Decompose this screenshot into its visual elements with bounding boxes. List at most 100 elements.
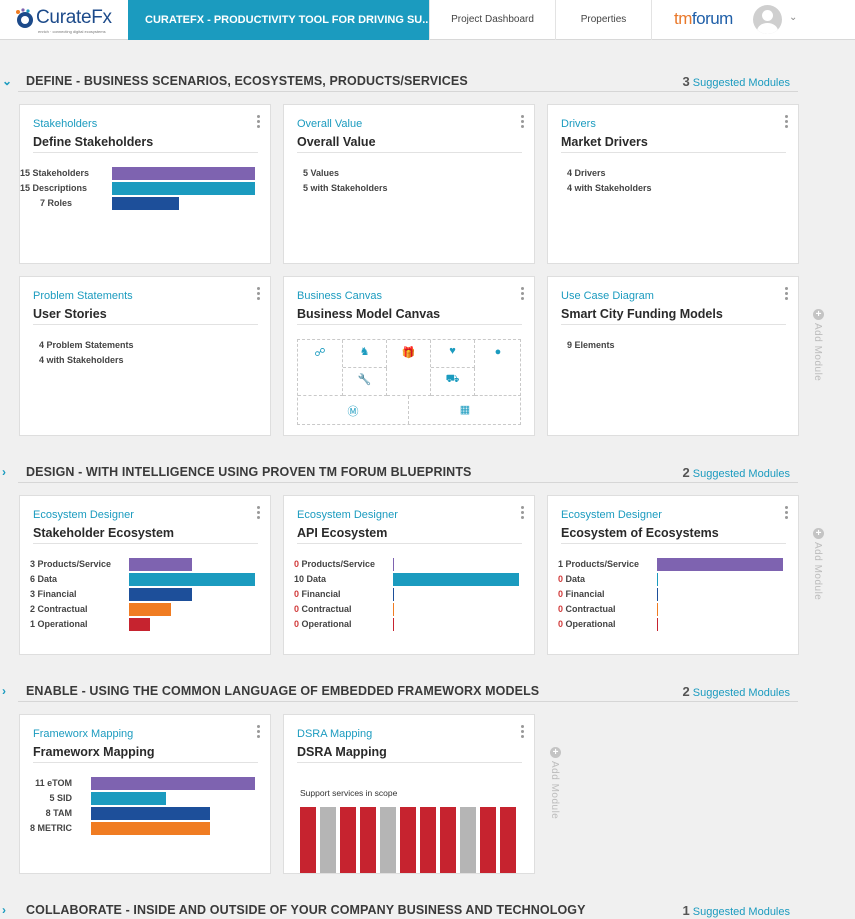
card-category-link[interactable]: Drivers: [561, 118, 596, 130]
card-category-link[interactable]: Ecosystem Designer: [561, 509, 662, 521]
card-category-link[interactable]: Ecosystem Designer: [297, 509, 398, 521]
business-model-canvas-grid: ☍ ♞ 🔧 🎁 ♥ ⛟ ● Ⓜ ▦: [297, 339, 521, 425]
more-options-icon[interactable]: [521, 725, 525, 739]
cost-structure-cell[interactable]: Ⓜ: [298, 396, 409, 424]
card-stat: 4 with Stakeholders: [567, 183, 652, 193]
section-title: COLLABORATE - INSIDE AND OUTSIDE OF YOUR…: [26, 903, 586, 917]
section-enable-header[interactable]: › ENABLE - USING THE COMMON LANGUAGE OF …: [0, 682, 800, 702]
chevron-right-icon[interactable]: ›: [2, 465, 6, 479]
card-api-ecosystem[interactable]: Ecosystem Designer API Ecosystem 0 Produ…: [283, 495, 535, 655]
dsra-column[interactable]: [380, 807, 396, 873]
card-title: User Stories: [33, 307, 107, 321]
more-options-icon[interactable]: [521, 506, 525, 520]
nav-project-dashboard[interactable]: Project Dashboard: [429, 0, 555, 40]
plus-icon: +: [550, 747, 561, 758]
add-module-button[interactable]: + Add Module: [811, 528, 827, 618]
customer-relationships-cell[interactable]: ♥: [431, 340, 475, 368]
card-dsra-mapping[interactable]: DSRA Mapping DSRA Mapping Support servic…: [283, 714, 535, 874]
nav-properties[interactable]: Properties: [555, 0, 651, 40]
bar-label: 6 Data: [30, 574, 58, 584]
card-stat: 5 Values: [303, 168, 340, 178]
card-category-link[interactable]: Overall Value: [297, 118, 363, 130]
card-category-link[interactable]: Use Case Diagram: [561, 290, 654, 302]
card-title: Smart City Funding Models: [561, 307, 723, 321]
card-category-link[interactable]: Business Canvas: [297, 290, 382, 302]
more-options-icon[interactable]: [521, 115, 525, 129]
section-divider: [18, 482, 798, 483]
card-use-case-diagram[interactable]: Use Case Diagram Smart City Funding Mode…: [547, 276, 799, 436]
card-ecosystem-of-ecosystems[interactable]: Ecosystem Designer Ecosystem of Ecosyste…: [547, 495, 799, 655]
revenue-streams-cell[interactable]: ▦: [409, 396, 521, 424]
more-options-icon[interactable]: [785, 115, 789, 129]
curatefx-logo[interactable]: CurateFx enrich · connecting digital eco…: [14, 3, 126, 37]
card-frameworx-mapping[interactable]: Frameworx Mapping Frameworx Mapping 11 e…: [19, 714, 271, 874]
key-activities-cell[interactable]: ♞: [343, 340, 387, 368]
card-stat: 4 Drivers: [567, 168, 606, 178]
bar-label: 10 Data: [294, 574, 327, 584]
dsra-column[interactable]: [340, 807, 356, 873]
card-category-link[interactable]: DSRA Mapping: [297, 728, 373, 740]
bar: [129, 618, 150, 631]
user-icon: ●: [494, 346, 502, 358]
bar-label: 3 Products/Service: [30, 559, 112, 569]
brand-area: tmforum ⌄: [651, 0, 855, 40]
key-partners-cell[interactable]: ☍: [298, 340, 343, 396]
section-collaborate-header[interactable]: › COLLABORATE - INSIDE AND OUTSIDE OF YO…: [0, 901, 800, 919]
card-drivers[interactable]: Drivers Market Drivers 4 Drivers 4 with …: [547, 104, 799, 264]
dsra-column[interactable]: [420, 807, 436, 873]
card-category-link[interactable]: Ecosystem Designer: [33, 509, 134, 521]
user-avatar[interactable]: [753, 5, 782, 34]
section-define-header[interactable]: ⌄ DEFINE - BUSINESS SCENARIOS, ECOSYSTEM…: [0, 72, 800, 92]
more-options-icon[interactable]: [257, 506, 261, 520]
more-options-icon[interactable]: [521, 287, 525, 301]
channels-cell[interactable]: ⛟: [431, 368, 475, 396]
section-divider: [18, 701, 798, 702]
more-options-icon[interactable]: [785, 287, 789, 301]
value-proposition-cell[interactable]: 🎁: [387, 340, 431, 396]
card-category-link[interactable]: Stakeholders: [33, 118, 98, 130]
suggested-modules-link[interactable]: 2 Suggested Modules: [682, 684, 790, 699]
card-overall-value[interactable]: Overall Value Overall Value 5 Values 5 w…: [283, 104, 535, 264]
add-module-button[interactable]: + Add Module: [548, 747, 564, 837]
suggested-modules-link[interactable]: 3 Suggested Modules: [682, 74, 790, 89]
more-options-icon[interactable]: [785, 506, 789, 520]
customer-segments-cell[interactable]: ●: [475, 340, 521, 396]
tmforum-logo[interactable]: tmforum: [674, 9, 733, 28]
plus-icon: +: [813, 309, 824, 320]
card-problem-statements[interactable]: Problem Statements User Stories 4 Proble…: [19, 276, 271, 436]
bar-label: 1 Products/Service: [558, 559, 640, 569]
suggested-modules-link[interactable]: 1 Suggested Modules: [682, 903, 790, 918]
more-options-icon[interactable]: [257, 115, 261, 129]
dsra-column[interactable]: [500, 807, 516, 873]
key-resources-cell[interactable]: 🔧: [343, 368, 387, 396]
dsra-column[interactable]: [300, 807, 316, 873]
dsra-column[interactable]: [400, 807, 416, 873]
card-stakeholder-ecosystem[interactable]: Ecosystem Designer Stakeholder Ecosystem…: [19, 495, 271, 655]
card-category-link[interactable]: Problem Statements: [33, 290, 133, 302]
dsra-column[interactable]: [360, 807, 376, 873]
more-options-icon[interactable]: [257, 287, 261, 301]
card-stat: 5 with Stakeholders: [303, 183, 388, 193]
more-options-icon[interactable]: [257, 725, 261, 739]
project-title-tab[interactable]: CURATEFX - PRODUCTIVITY TOOL FOR DRIVING…: [128, 0, 429, 40]
card-category-link[interactable]: Frameworx Mapping: [33, 728, 134, 740]
dsra-column[interactable]: [480, 807, 496, 873]
dollar-icon: Ⓜ: [347, 406, 359, 418]
add-module-button[interactable]: + Add Module: [811, 309, 827, 399]
card-title: Frameworx Mapping: [33, 745, 155, 759]
card-stakeholders[interactable]: Stakeholders Define Stakeholders 15 Stak…: [19, 104, 271, 264]
card-business-canvas[interactable]: Business Canvas Business Model Canvas ☍ …: [283, 276, 535, 436]
chevron-right-icon[interactable]: ›: [2, 903, 6, 917]
dsra-column[interactable]: [320, 807, 336, 873]
chevron-down-icon[interactable]: ⌄: [2, 74, 13, 88]
link-icon: ☍: [314, 347, 326, 359]
suggested-modules-link[interactable]: 2 Suggested Modules: [682, 465, 790, 480]
bar-label: 0 Financial: [294, 589, 341, 599]
chevron-down-icon[interactable]: ⌄: [789, 12, 798, 23]
dsra-column[interactable]: [440, 807, 456, 873]
dsra-column[interactable]: [460, 807, 476, 873]
section-design-header[interactable]: › DESIGN - WITH INTELLIGENCE USING PROVE…: [0, 463, 800, 483]
bar-label: 0 Data: [558, 574, 586, 584]
section-title: ENABLE - USING THE COMMON LANGUAGE OF EM…: [26, 684, 540, 698]
chevron-right-icon[interactable]: ›: [2, 684, 6, 698]
